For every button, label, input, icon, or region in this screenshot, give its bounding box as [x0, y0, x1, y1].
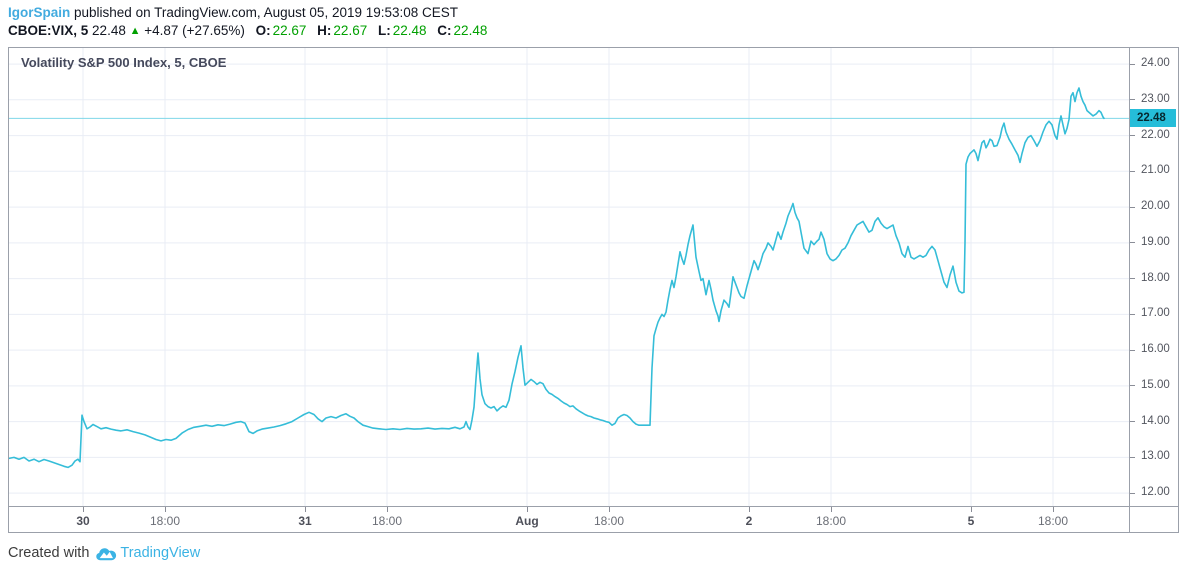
y-axis-label: 14.00	[1141, 414, 1170, 427]
y-axis-tick	[1130, 456, 1135, 458]
chart-pane[interactable]: Volatility S&P 500 Index, 5, CBOE	[9, 48, 1129, 506]
high-label: H:	[317, 23, 332, 38]
y-axis-tick	[1130, 99, 1135, 101]
y-axis-tick	[1130, 278, 1135, 280]
x-axis-tick	[749, 507, 750, 512]
x-axis-label: 18:00	[593, 514, 625, 528]
x-axis-tick	[305, 507, 306, 512]
x-axis-tick	[165, 507, 166, 512]
tradingview-logo-icon[interactable]	[96, 546, 117, 561]
price-axis-separator	[1129, 48, 1130, 532]
x-axis-label: 2	[745, 514, 753, 528]
last-price-value: 22.48	[92, 23, 126, 38]
publish-info-text: published on TradingView.com, August 05,…	[70, 5, 459, 20]
footer: Created with TradingView	[8, 543, 200, 563]
x-axis-tick	[831, 507, 832, 512]
created-with-text: Created with	[8, 545, 90, 561]
x-axis-tick	[527, 507, 528, 512]
y-axis-tick	[1130, 313, 1135, 315]
x-axis-tick	[1053, 507, 1054, 512]
price-axis[interactable]: 22.48 12.00 13.00 14.00 15.00 16.00 17.00 18.0…	[1130, 48, 1178, 506]
y-axis-tick	[1130, 206, 1135, 208]
x-axis-tick	[387, 507, 388, 512]
y-axis-label: 24.00	[1141, 57, 1170, 70]
y-axis-tick	[1130, 63, 1135, 65]
time-axis-separator	[9, 506, 1178, 507]
x-axis-label: 5	[967, 514, 975, 528]
y-axis-tick	[1130, 421, 1135, 423]
symbol-info-line: CBOE:VIX, 5 22.48 ▲ +4.87 (+27.65%) O: 22…	[8, 23, 487, 38]
close-value: 22.48	[453, 23, 488, 38]
publish-info-line: IgorSpain published on TradingView.com, …	[8, 5, 458, 20]
y-axis-tick	[1130, 170, 1135, 172]
y-axis-tick	[1130, 385, 1135, 387]
low-value: 22.48	[392, 23, 427, 38]
high-value: 22.67	[333, 23, 368, 38]
price-series-line	[9, 87, 1105, 469]
x-axis-tick	[83, 507, 84, 512]
x-axis-label: 18:00	[815, 514, 847, 528]
y-axis-label: 13.00	[1141, 450, 1170, 463]
tradingview-link[interactable]: TradingView	[120, 545, 201, 561]
open-value: 22.67	[272, 23, 307, 38]
x-axis-label: 18:00	[149, 514, 181, 528]
y-axis-tick	[1130, 492, 1135, 494]
x-axis-label: 18:00	[1037, 514, 1069, 528]
close-label: C:	[437, 23, 452, 38]
y-axis-label: 16.00	[1141, 343, 1170, 356]
x-axis-tick	[971, 507, 972, 512]
x-axis-label: Aug	[515, 514, 539, 528]
chart-title: Volatility S&P 500 Index, 5, CBOE	[21, 55, 227, 70]
y-axis-label: 18.00	[1141, 271, 1170, 284]
price-line-chart[interactable]	[9, 48, 1129, 506]
y-axis-label: 23.00	[1141, 92, 1170, 105]
x-axis-label: 18:00	[371, 514, 403, 528]
price-change: +4.87 (+27.65%)	[144, 23, 245, 38]
y-axis-label: 15.00	[1141, 378, 1170, 391]
y-axis-tick	[1130, 242, 1135, 244]
y-axis-label: 17.00	[1141, 307, 1170, 320]
y-axis-label: 20.00	[1141, 200, 1170, 213]
x-axis-label: 31	[298, 514, 312, 528]
y-axis-tick	[1130, 349, 1135, 351]
x-axis-tick	[609, 507, 610, 512]
open-label: O:	[255, 23, 271, 38]
last-price-label: 22.48	[1130, 109, 1176, 128]
time-axis[interactable]: 30 18:00 31 18:00 Aug 18:00 2 18:00 5 18:00	[9, 507, 1178, 533]
chart-container: Volatility S&P 500 Index, 5, CBOE 22.48 …	[8, 47, 1179, 533]
author-link[interactable]: IgorSpain	[8, 5, 71, 20]
y-axis-label: 12.00	[1141, 486, 1170, 499]
y-axis-label: 22.00	[1141, 128, 1170, 141]
y-axis-label: 19.00	[1141, 235, 1170, 248]
y-axis-label: 21.00	[1141, 164, 1170, 177]
y-axis-tick	[1130, 135, 1135, 137]
low-label: L:	[377, 23, 391, 38]
up-arrow-icon: ▲	[129, 25, 141, 37]
symbol-name: CBOE:VIX, 5	[8, 23, 89, 38]
x-axis-label: 30	[76, 514, 90, 528]
